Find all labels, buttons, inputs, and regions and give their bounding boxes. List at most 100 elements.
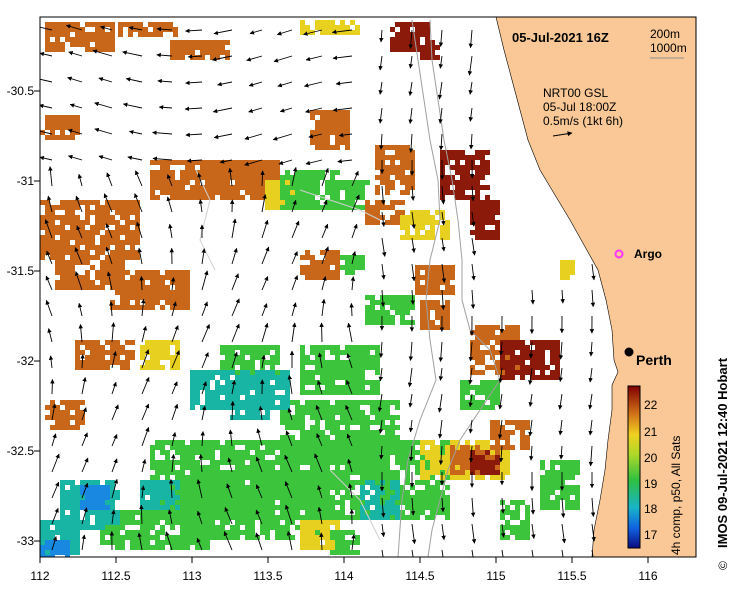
- current-arrow: [170, 453, 176, 473]
- sst-cell: [125, 520, 130, 525]
- sst-cell: [260, 470, 265, 475]
- sst-cell: [375, 500, 380, 505]
- current-arrow: [152, 130, 173, 135]
- sst-cell: [165, 480, 170, 485]
- sst-cell: [160, 530, 165, 535]
- sst-cell: [520, 440, 525, 445]
- sst-cell: [415, 515, 420, 520]
- sst-cell: [225, 170, 230, 175]
- sst-cell: [455, 150, 460, 155]
- argo-float-marker[interactable]: [614, 249, 624, 259]
- sst-cell: [300, 525, 305, 530]
- sst-cell: [345, 25, 350, 30]
- sst-cell: [330, 480, 335, 485]
- sst-cell: [120, 275, 125, 280]
- sst-cell: [380, 205, 385, 210]
- sst-cell: [445, 460, 450, 465]
- sst-cell: [480, 460, 485, 465]
- sst-cell: [560, 260, 565, 265]
- sst-cell: [395, 170, 400, 175]
- sst-cell: [70, 270, 75, 275]
- current-arrow: [381, 211, 386, 227]
- perth-marker[interactable]: [624, 347, 634, 357]
- current-arrow: [122, 102, 143, 109]
- sst-cell: [495, 380, 500, 385]
- current-arrow: [111, 458, 118, 473]
- sst-cell: [65, 420, 70, 425]
- current-arrow: [231, 379, 237, 395]
- sst-cell: [120, 540, 125, 545]
- sst-cell: [45, 120, 50, 125]
- sst-cell: [225, 40, 230, 45]
- sst-cell: [350, 390, 355, 395]
- sst-cell: [325, 20, 330, 25]
- sst-cell: [235, 535, 240, 540]
- sst-cell: [345, 495, 350, 500]
- sst-cell: [115, 220, 120, 225]
- sst-cell: [420, 22, 425, 27]
- sst-cell: [158, 32, 163, 37]
- sst-cell: [190, 370, 195, 375]
- sst-cell: [275, 165, 280, 170]
- sst-cell: [100, 215, 105, 220]
- sst-cell: [330, 145, 335, 150]
- sst-cell: [230, 450, 235, 455]
- sst-cell: [150, 505, 155, 510]
- sst-cell: [435, 210, 440, 215]
- sst-cell: [540, 485, 545, 490]
- sst-cell: [440, 510, 445, 515]
- sst-cell: [565, 265, 570, 270]
- sst-cell: [275, 195, 280, 200]
- sst-cell: [160, 510, 165, 515]
- sst-cell: [310, 275, 315, 280]
- sst-cell: [300, 205, 305, 210]
- sst-cell: [295, 170, 300, 175]
- sst-cell: [285, 495, 290, 500]
- sst-cell: [75, 240, 80, 245]
- current-arrow: [198, 453, 204, 473]
- sst-cell: [85, 510, 90, 515]
- sst-cell: [320, 520, 325, 525]
- current-arrow: [351, 251, 357, 265]
- sst-cell: [120, 305, 125, 310]
- sst-cell: [390, 510, 395, 515]
- sst-cell: [145, 540, 150, 545]
- sst-cell: [235, 415, 240, 420]
- sst-cell: [385, 430, 390, 435]
- sst-cell: [250, 385, 255, 390]
- sst-cell: [415, 500, 420, 505]
- sst-cell: [375, 175, 380, 180]
- sst-cell: [335, 500, 340, 505]
- current-arrow: [338, 132, 353, 138]
- sst-cell: [325, 30, 330, 35]
- sst-cell: [550, 375, 555, 380]
- sst-cell: [60, 125, 65, 130]
- sst-cell: [75, 485, 80, 490]
- sst-cell: [285, 525, 290, 530]
- sst-cell: [140, 505, 145, 510]
- sst-cell: [425, 300, 430, 305]
- sst-cell: [210, 490, 215, 495]
- sst-cell: [60, 220, 65, 225]
- sst-cell: [75, 32, 80, 37]
- sst-cell: [490, 335, 495, 340]
- sst-cell: [400, 455, 405, 460]
- current-arrow: [258, 405, 264, 421]
- sst-cell: [205, 520, 210, 525]
- sst-cell: [128, 22, 133, 27]
- sst-cell: [500, 370, 505, 375]
- sst-cell: [445, 300, 450, 305]
- sst-cell: [110, 275, 115, 280]
- sst-cell: [85, 235, 90, 240]
- current-arrow: [171, 350, 180, 369]
- sst-cell: [120, 535, 125, 540]
- sst-cell: [235, 475, 240, 480]
- sst-cell: [245, 500, 250, 505]
- sst-cell: [175, 535, 180, 540]
- sst-cell: [125, 355, 130, 360]
- sst-cell: [115, 535, 120, 540]
- sst-cell: [285, 180, 290, 185]
- sst-cell: [210, 395, 215, 400]
- sst-cell: [330, 380, 335, 385]
- sst-cell: [550, 480, 555, 485]
